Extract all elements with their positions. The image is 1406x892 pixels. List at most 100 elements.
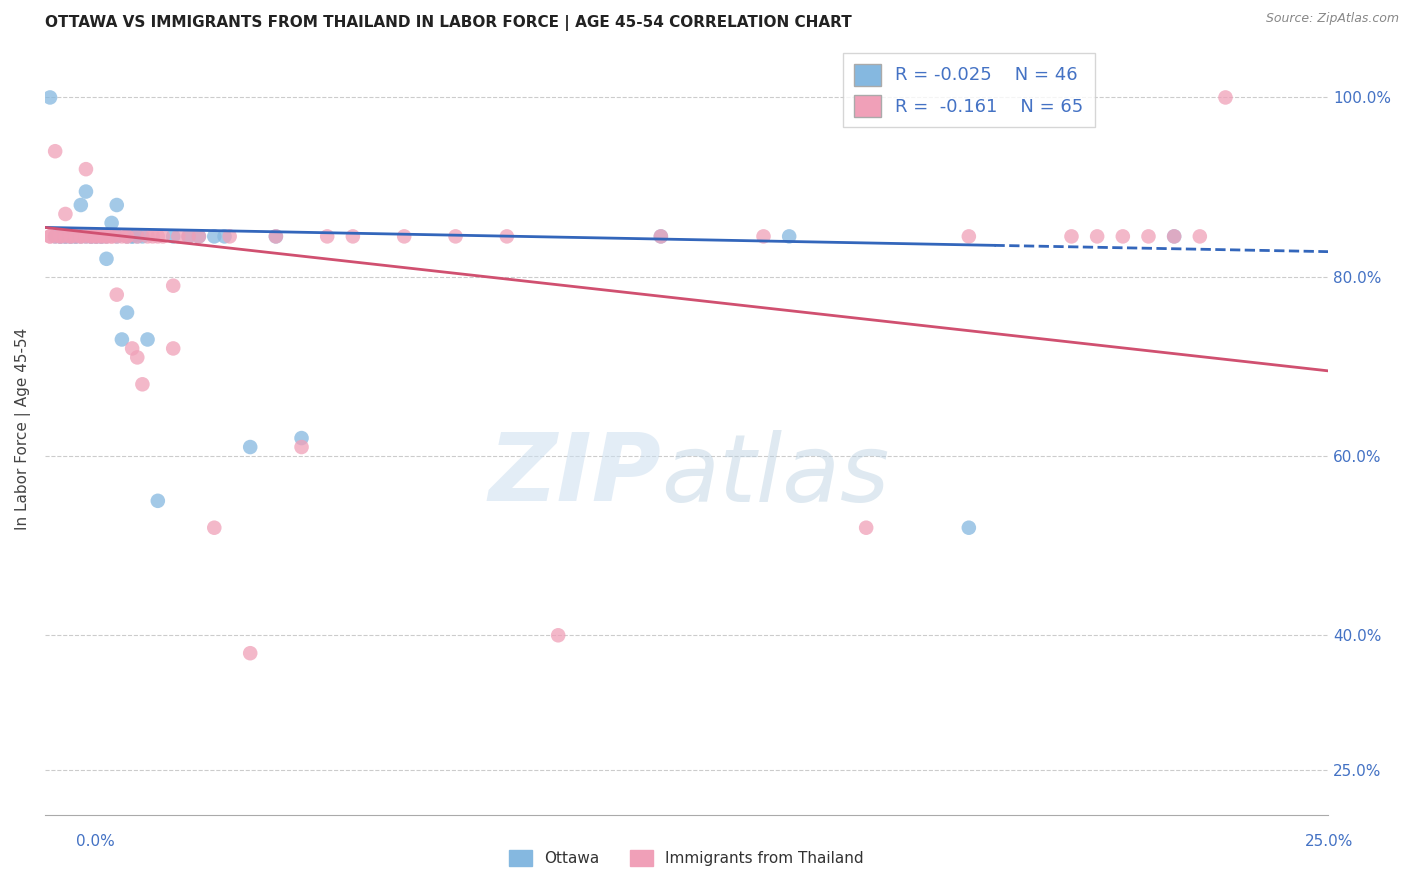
Point	[264, 229, 287, 244]
Point	[187, 229, 209, 244]
Point	[218, 229, 240, 244]
Point	[131, 377, 153, 392]
Point	[264, 229, 287, 244]
Point	[96, 229, 118, 244]
Point	[392, 229, 415, 244]
Point	[105, 287, 128, 301]
Point	[84, 229, 107, 244]
Point	[202, 229, 225, 244]
Point	[96, 252, 118, 266]
Point	[290, 440, 312, 454]
Point	[316, 229, 339, 244]
Point	[1215, 90, 1237, 104]
Point	[342, 229, 364, 244]
Point	[90, 229, 112, 244]
Point	[96, 229, 118, 244]
Point	[1112, 229, 1135, 244]
Point	[65, 229, 87, 244]
Point	[39, 229, 62, 244]
Point	[115, 305, 138, 319]
Point	[1188, 229, 1211, 244]
Point	[69, 229, 91, 244]
Point	[80, 229, 103, 244]
Point	[59, 229, 82, 244]
Text: 0.0%: 0.0%	[76, 834, 115, 848]
Point	[105, 229, 128, 244]
Point	[115, 229, 138, 244]
Point	[177, 229, 200, 244]
Point	[39, 90, 62, 104]
Point	[84, 229, 107, 244]
Point	[1163, 229, 1185, 244]
Point	[444, 229, 467, 244]
Point	[96, 229, 118, 244]
Point	[105, 229, 128, 244]
Point	[111, 333, 134, 347]
Point	[55, 229, 77, 244]
Point	[80, 229, 103, 244]
Point	[855, 521, 877, 535]
Point	[957, 521, 980, 535]
Point	[547, 628, 569, 642]
Point	[650, 229, 672, 244]
Point	[59, 229, 82, 244]
Point	[69, 229, 91, 244]
Point	[80, 229, 103, 244]
Point	[90, 229, 112, 244]
Point	[100, 216, 122, 230]
Point	[1137, 229, 1160, 244]
Point	[100, 229, 122, 244]
Point	[152, 229, 174, 244]
Point	[90, 229, 112, 244]
Point	[115, 229, 138, 244]
Point	[121, 229, 143, 244]
Point	[162, 278, 184, 293]
Point	[187, 229, 209, 244]
Point	[177, 229, 200, 244]
Point	[142, 229, 165, 244]
Point	[49, 229, 72, 244]
Point	[69, 229, 91, 244]
Point	[75, 229, 97, 244]
Point	[127, 229, 149, 244]
Point	[55, 229, 77, 244]
Point	[146, 229, 169, 244]
Point	[49, 229, 72, 244]
Y-axis label: In Labor Force | Age 45-54: In Labor Force | Age 45-54	[15, 328, 31, 530]
Point	[131, 229, 153, 244]
Point	[44, 145, 66, 159]
Point	[127, 351, 149, 365]
Point	[115, 229, 138, 244]
Text: OTTAWA VS IMMIGRANTS FROM THAILAND IN LABOR FORCE | AGE 45-54 CORRELATION CHART: OTTAWA VS IMMIGRANTS FROM THAILAND IN LA…	[45, 15, 852, 31]
Point	[162, 229, 184, 244]
Point	[75, 162, 97, 177]
Point	[752, 229, 775, 244]
Point	[957, 229, 980, 244]
Point	[75, 229, 97, 244]
Point	[84, 229, 107, 244]
Point	[167, 229, 190, 244]
Point	[121, 229, 143, 244]
Point	[239, 646, 262, 660]
Point	[100, 229, 122, 244]
Point	[105, 198, 128, 212]
Point	[59, 229, 82, 244]
Point	[146, 493, 169, 508]
Point	[136, 229, 159, 244]
Point	[80, 229, 103, 244]
Point	[127, 229, 149, 244]
Point	[90, 229, 112, 244]
Point	[44, 229, 66, 244]
Text: atlas: atlas	[661, 430, 889, 521]
Point	[495, 229, 517, 244]
Point	[65, 229, 87, 244]
Point	[49, 229, 72, 244]
Point	[65, 229, 87, 244]
Point	[69, 198, 91, 212]
Point	[84, 229, 107, 244]
Point	[39, 229, 62, 244]
Point	[650, 229, 672, 244]
Point	[44, 229, 66, 244]
Point	[1163, 229, 1185, 244]
Point	[111, 229, 134, 244]
